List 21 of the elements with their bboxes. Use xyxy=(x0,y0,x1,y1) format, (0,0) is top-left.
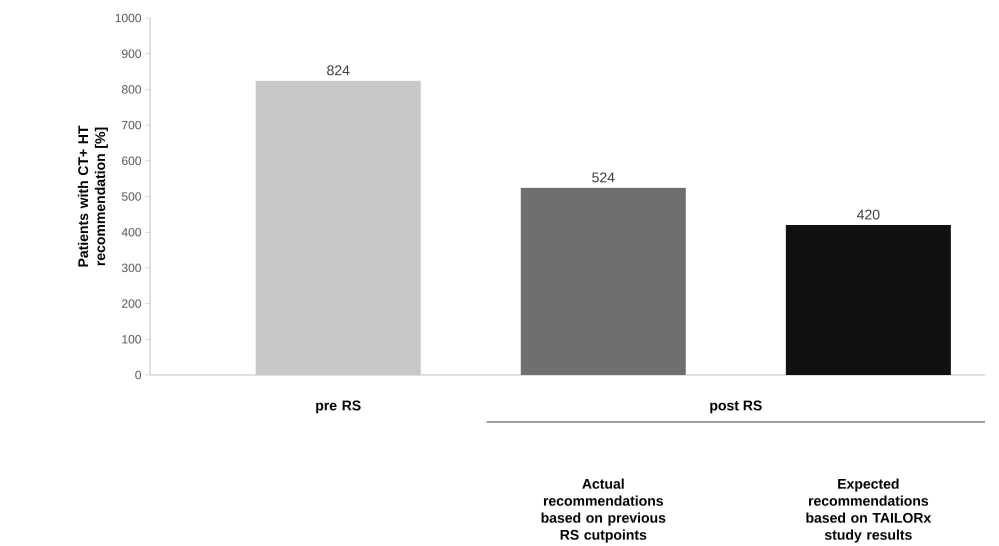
x-tick-label: Expected recommendations based on TAILORx study results xyxy=(806,478,932,543)
data-label: 824 xyxy=(327,65,350,76)
y-tick-label: 200 xyxy=(122,299,142,308)
x-tick-label: pre RS xyxy=(316,400,361,414)
bar xyxy=(256,80,421,376)
y-tick-label: 400 xyxy=(122,228,142,236)
data-label: 524 xyxy=(592,172,615,182)
y-tick-label: 900 xyxy=(122,50,142,58)
y-tick-label: 300 xyxy=(122,264,142,272)
x-tick-label: Actual recommendations based on previous RS cutpoints xyxy=(542,478,666,543)
y-tick-label: 100 xyxy=(122,335,142,344)
bar xyxy=(786,225,951,376)
text: post RS xyxy=(710,400,762,414)
data-label: 420 xyxy=(857,210,880,220)
y-tick-label: 700 xyxy=(122,120,142,130)
y-tick-label: 1000 xyxy=(116,14,142,22)
y-tick-label: 800 xyxy=(122,85,142,94)
y-tick-label: 600 xyxy=(122,156,142,166)
y-tick-label: 0 xyxy=(135,370,142,380)
y-tick-label: 500 xyxy=(122,192,142,201)
y-axis-title: Patients with CT+ HT recommendation [%] xyxy=(78,126,108,267)
